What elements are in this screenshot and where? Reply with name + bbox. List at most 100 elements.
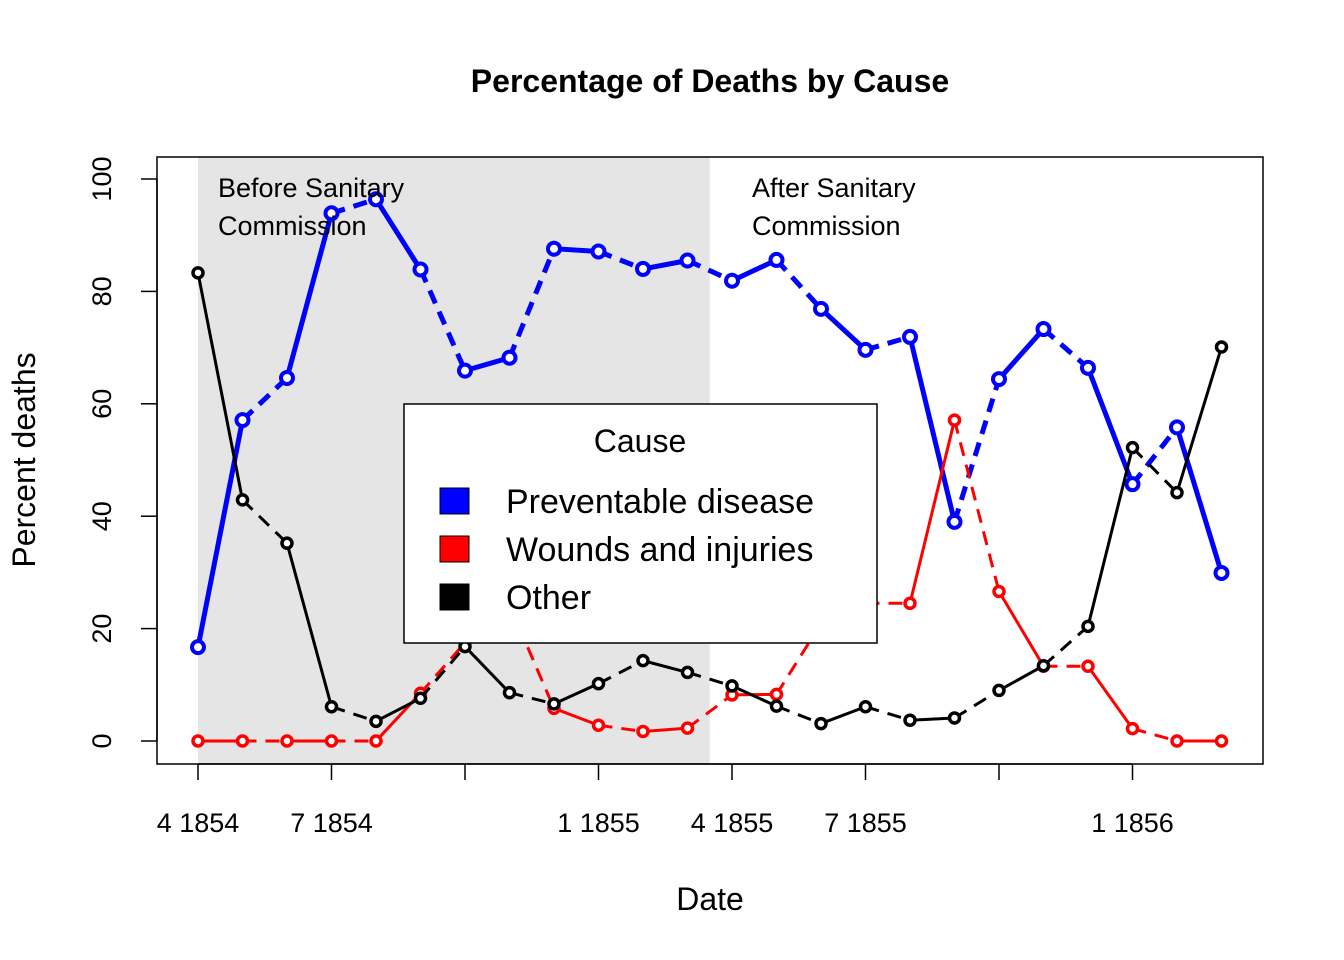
- data-point: [946, 513, 963, 530]
- series-segment: [373, 197, 423, 271]
- data-point: [191, 266, 205, 280]
- data-point: [991, 371, 1007, 388]
- series-segment: [1042, 625, 1089, 667]
- series-segment: [1086, 447, 1134, 627]
- data-point: [280, 734, 294, 748]
- data-point: [190, 639, 206, 656]
- series-segment: [285, 542, 333, 708]
- series-segment: [774, 258, 823, 311]
- legend-box: [403, 403, 878, 644]
- data-point: [1125, 721, 1140, 736]
- data-point: [992, 584, 1006, 599]
- series-segment: [1085, 366, 1135, 486]
- series-segment: [331, 705, 377, 723]
- data-point: [547, 697, 561, 711]
- data-point: [679, 252, 696, 269]
- data-point: [1036, 658, 1051, 673]
- data-point: [903, 596, 917, 611]
- legend-label: Other: [506, 579, 591, 617]
- data-point: [1080, 359, 1096, 376]
- data-point: [635, 260, 651, 277]
- legend-swatch: [439, 535, 470, 563]
- data-point: [1125, 440, 1140, 455]
- series-segment: [509, 691, 555, 706]
- data-point: [1035, 321, 1052, 338]
- data-point: [768, 251, 785, 268]
- data-point: [947, 413, 962, 427]
- series-segment: [686, 693, 733, 730]
- data-point: [902, 328, 918, 345]
- data-point: [1170, 485, 1184, 500]
- x-tick-label: 1 1856: [1091, 808, 1174, 838]
- data-point: [235, 493, 250, 507]
- data-point: [725, 679, 739, 693]
- series-segment: [1132, 727, 1178, 743]
- series-segment: [463, 645, 511, 694]
- axis-layer: 0 20 40 60 80 100 4 1854 7 1854 1 1855 4 1855 7 18…: [87, 156, 1174, 838]
- data-point: [1169, 419, 1185, 436]
- data-point: [324, 734, 339, 748]
- series-segment: [997, 327, 1046, 381]
- legend-swatch: [439, 583, 470, 611]
- series-segment: [1130, 425, 1179, 486]
- data-point: [546, 240, 562, 257]
- series-segment: [419, 641, 467, 695]
- legend: Cause Preventable disease Wounds and inju…: [403, 403, 878, 644]
- series-segment: [909, 716, 955, 722]
- data-point: [1081, 659, 1095, 674]
- series-segment: [952, 378, 1002, 523]
- x-tick-label: 7 1855: [824, 808, 907, 838]
- data-point: [234, 412, 251, 429]
- series-segment: [775, 704, 822, 725]
- series-segment: [642, 659, 688, 674]
- series-segment: [597, 659, 644, 686]
- x-axis-label: Date: [676, 881, 744, 917]
- x-tick-label: 4 1854: [157, 808, 240, 838]
- data-point: [369, 714, 383, 729]
- data-point: [680, 721, 695, 735]
- legend-label: Preventable disease: [506, 483, 814, 521]
- data-point: [1170, 734, 1184, 748]
- series-segment: [907, 336, 957, 523]
- series-segment: [196, 272, 244, 501]
- data-point: [501, 349, 518, 366]
- series-segment: [686, 258, 734, 283]
- legend-swatch: [439, 487, 470, 515]
- data-point: [769, 687, 784, 702]
- data-point: [191, 734, 205, 748]
- x-tick-label: 1 1855: [557, 808, 640, 838]
- legend-title: Cause: [594, 423, 687, 459]
- series-segment: [865, 705, 911, 722]
- annotation-layer: Before Sanitary Commission After Sanitary C…: [218, 173, 916, 241]
- y-tick-label: 60: [87, 389, 117, 419]
- data-point: [412, 261, 429, 278]
- legend-items: Preventable disease Wounds and injuries Ot…: [439, 483, 814, 617]
- series-segment: [820, 705, 867, 725]
- series-preventable-disease: [190, 191, 1230, 656]
- data-point: [369, 734, 383, 748]
- y-axis-label: Percent deaths: [6, 352, 42, 567]
- series-segment: [642, 726, 688, 733]
- data-point: [1214, 734, 1229, 748]
- data-point: [903, 713, 917, 727]
- data-point: [636, 724, 650, 739]
- data-point: [814, 716, 828, 731]
- data-point: [591, 718, 606, 733]
- data-point: [502, 685, 517, 700]
- series-segment: [953, 419, 1001, 592]
- series-segment: [953, 689, 1000, 720]
- y-tick-label: 0: [87, 733, 117, 748]
- series-segment: [730, 257, 778, 283]
- y-tick-label: 100: [87, 156, 117, 201]
- series-segment: [508, 604, 556, 709]
- series-segment: [419, 645, 467, 700]
- data-point: [591, 676, 606, 691]
- series-segment: [553, 707, 600, 727]
- series-segment: [1131, 446, 1179, 494]
- data-point: [724, 272, 740, 289]
- series-other: [191, 266, 1229, 731]
- series-segment: [1086, 665, 1134, 730]
- series-segment: [507, 247, 557, 359]
- data-point: [457, 362, 473, 379]
